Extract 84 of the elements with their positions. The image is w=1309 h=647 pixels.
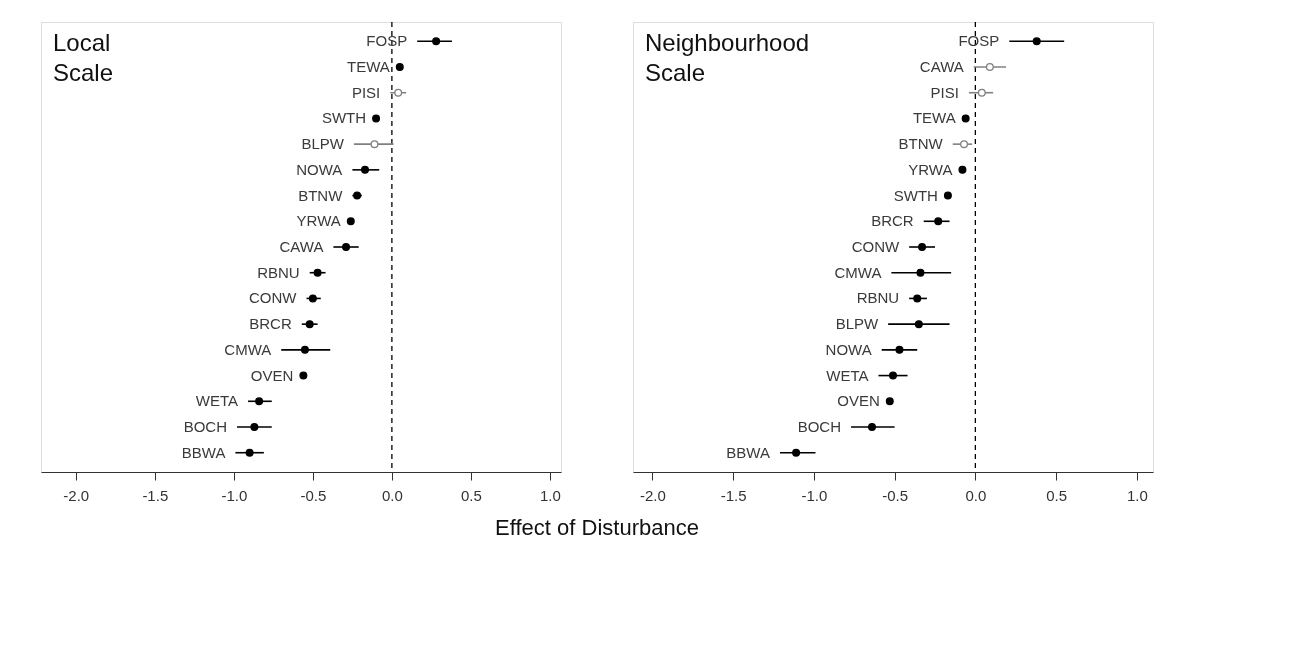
point: [792, 448, 801, 457]
x-tick-label: -2.0: [639, 486, 666, 504]
y-tick-label: RBNU: [856, 289, 900, 307]
point: [977, 88, 986, 97]
y-tick-label: BRCR: [249, 315, 292, 333]
x-axis-title: Effect of Disturbance: [495, 514, 699, 540]
y-tick-label: CONW: [851, 238, 900, 255]
text: Local Scale: [53, 29, 114, 86]
y-tick-label: RBNU: [257, 263, 300, 281]
point: [361, 165, 370, 174]
point: [916, 268, 925, 277]
point: [918, 243, 927, 251]
point: [308, 294, 317, 303]
y-tick-label: PISI: [351, 83, 381, 101]
x-tick-label: -1.5: [142, 486, 169, 504]
y-tick-label: CMWA: [224, 340, 272, 358]
y-tick-label: BOCH: [183, 418, 227, 435]
point: [250, 423, 259, 431]
x-tick-label: -2.0: [63, 486, 90, 504]
y-tick-label: PISI: [930, 83, 959, 101]
point: [395, 63, 404, 71]
y-tick-label: BLPW: [835, 315, 879, 333]
y-tick-label: WETA: [195, 392, 239, 410]
x-tick-label: 1.0: [540, 486, 561, 504]
x-tick-label: 1.0: [1126, 486, 1148, 504]
y-tick-label: BOCH: [797, 418, 842, 435]
point: [914, 320, 923, 329]
y-tick-label: CMWA: [834, 263, 882, 281]
y-tick-label: BTNW: [298, 186, 344, 204]
point: [432, 37, 441, 46]
point: [913, 294, 922, 303]
y-tick-label: SWTH: [321, 109, 367, 127]
point: [245, 448, 254, 457]
point: [346, 217, 355, 226]
point: [868, 423, 877, 431]
x-tick-label: -1.0: [221, 486, 248, 504]
y-tick-label: BBWA: [181, 443, 226, 461]
text: Neighbourhood Scale: [645, 29, 810, 86]
point: [985, 63, 994, 71]
x-tick-label: 0.5: [1046, 486, 1068, 504]
point: [885, 397, 894, 406]
y-tick-label: OVEN: [250, 366, 294, 384]
y-tick-label: WETA: [826, 366, 869, 384]
y-tick-label: OVEN: [837, 392, 880, 410]
y-tick-label: CAWA: [919, 58, 964, 75]
x-tick-label: -0.5: [300, 486, 327, 504]
point: [313, 268, 322, 277]
y-tick-label: TEWA: [347, 58, 390, 75]
point: [372, 114, 381, 123]
point: [889, 371, 897, 380]
y-tick-label: TEWA: [912, 109, 956, 127]
point: [961, 114, 970, 123]
y-tick-label: SWTH: [893, 186, 938, 204]
point: [895, 345, 904, 354]
y-tick-label: CAWA: [279, 238, 324, 255]
x-tick-label: 0.0: [381, 486, 403, 504]
point: [934, 217, 943, 226]
y-tick-label: NOWA: [825, 340, 872, 358]
point: [305, 320, 314, 329]
y-tick-label: BLPW: [301, 135, 345, 153]
y-tick-label: YRWA: [296, 212, 341, 230]
point: [1032, 37, 1041, 46]
point: [255, 397, 264, 406]
x-tick-label: -1.5: [720, 486, 747, 504]
x-tick-label: 0.5: [460, 486, 482, 504]
y-tick-label: FOSP: [958, 32, 1000, 50]
y-tick-label: YRWA: [908, 160, 953, 178]
point: [394, 88, 403, 97]
point: [370, 140, 379, 149]
x-tick-label: 0.0: [965, 486, 987, 504]
point: [300, 345, 309, 354]
y-tick-label: CONW: [249, 289, 298, 307]
point: [943, 191, 952, 200]
x-tick-label: -1.0: [801, 486, 828, 504]
point: [299, 371, 308, 380]
y-tick-label: BTNW: [898, 135, 944, 153]
y-tick-label: NOWA: [296, 160, 343, 178]
point: [960, 140, 969, 149]
y-tick-label: BRCR: [871, 212, 914, 230]
x-tick-label: -0.5: [882, 486, 909, 504]
y-tick-label: FOSP: [366, 32, 408, 50]
point: [342, 243, 351, 251]
y-tick-label: BBWA: [726, 443, 770, 461]
point: [958, 165, 967, 174]
